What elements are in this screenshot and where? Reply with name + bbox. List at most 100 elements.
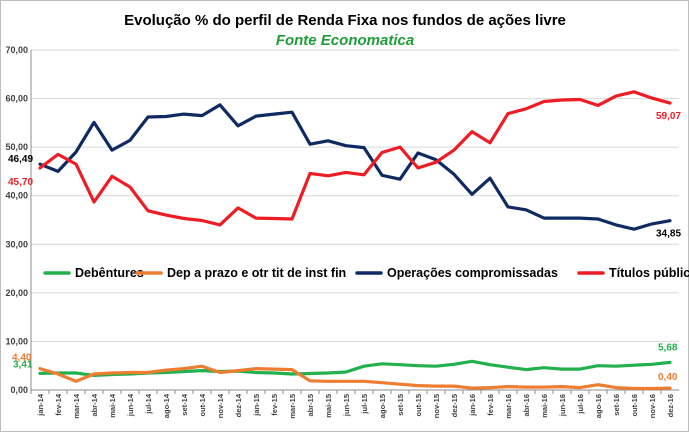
data-point [92, 121, 96, 124]
y-tick-label: 0,00 [10, 385, 28, 395]
series-line-1 [38, 364, 672, 391]
data-point [542, 100, 546, 103]
x-tick-label: ago-16 [594, 394, 603, 418]
data-point [38, 372, 42, 375]
x-tick-label: fev-15 [270, 394, 279, 416]
data-point [290, 217, 294, 221]
data-point [344, 144, 348, 147]
chart-subtitle: Fonte Economatica [276, 32, 414, 49]
data-point [470, 130, 474, 133]
x-tick-label: ago-15 [378, 394, 387, 418]
data-point [434, 384, 438, 388]
y-axis: 0,00 10,00 20,00 30,00 40,00 50,00 60,00 70,00 [5, 45, 28, 395]
data-point [362, 146, 366, 149]
x-tick-label: nov-15 [432, 394, 441, 418]
x-tick-label: fev-14 [54, 393, 63, 416]
legend-entry: Operações compromissadas [387, 266, 558, 280]
data-point [650, 363, 654, 366]
data-point [344, 370, 348, 374]
x-tick-label: jul-14 [144, 393, 153, 414]
data-point [326, 174, 330, 177]
data-point [164, 115, 168, 118]
data-point [362, 365, 366, 368]
data-point [578, 367, 582, 371]
start-value-label: 46,49 [8, 154, 33, 165]
data-point [542, 366, 546, 369]
data-point [200, 369, 204, 372]
legend-entry: Dep a prazo e otr tit de inst fin [167, 266, 346, 280]
data-point [74, 162, 78, 166]
y-tick-label: 30,00 [5, 239, 28, 249]
data-point [452, 363, 456, 366]
data-point [326, 371, 330, 375]
data-point [146, 115, 150, 119]
data-point [362, 173, 366, 177]
y-tick-label: 10,00 [5, 336, 28, 346]
x-tick-label: nov-14 [216, 393, 225, 418]
x-tick-label: set-14 [180, 393, 189, 416]
x-tick-label: dez-16 [666, 394, 675, 417]
data-point [290, 372, 294, 376]
data-point [668, 219, 672, 222]
x-tick-label: jan-16 [468, 394, 477, 417]
data-point [128, 139, 132, 142]
data-point [128, 185, 132, 189]
data-point [452, 384, 456, 388]
y-tick-label: 50,00 [5, 142, 28, 152]
data-point [326, 380, 330, 383]
y-tick-label: 70,00 [5, 45, 28, 55]
x-tick-label: dez-15 [450, 394, 459, 417]
data-point [560, 385, 564, 388]
data-point [236, 206, 240, 210]
data-point [632, 387, 636, 390]
data-point [398, 363, 402, 366]
data-point [218, 103, 222, 107]
data-point [272, 371, 276, 375]
data-point [182, 217, 186, 220]
data-point [254, 367, 258, 370]
data-point [74, 371, 78, 375]
data-point [650, 387, 654, 390]
data-point [308, 172, 312, 175]
data-point [596, 217, 600, 221]
data-point [182, 367, 186, 370]
end-value-label: 0,40 [658, 372, 678, 383]
data-point [524, 368, 528, 371]
data-point [380, 381, 384, 384]
x-tick-label: set-16 [612, 394, 621, 416]
data-point [488, 177, 492, 180]
data-point [218, 371, 222, 374]
series-lines [38, 90, 672, 391]
data-point [668, 101, 672, 105]
data-point [290, 368, 294, 371]
x-tick-label: mar-16 [504, 394, 513, 419]
end-value-label: 34,85 [656, 229, 681, 240]
legend: Debêntures Dep a prazo e otr tit de inst … [43, 266, 689, 280]
x-tick-label: ago-14 [162, 393, 171, 418]
data-point [560, 216, 564, 220]
x-tick-label: abr-14 [90, 393, 99, 416]
data-point [164, 368, 168, 372]
x-tick-label: dez-14 [234, 393, 243, 417]
data-point [128, 371, 132, 374]
data-point [380, 362, 384, 365]
data-point [236, 369, 240, 372]
data-point [146, 371, 150, 374]
data-point [146, 209, 150, 212]
data-point [470, 360, 474, 363]
data-point [380, 174, 384, 177]
x-tick-label: jun-15 [342, 394, 351, 417]
data-point [614, 386, 618, 389]
data-point [38, 166, 42, 170]
x-tick-label: jan-15 [252, 394, 261, 417]
data-point [650, 222, 654, 226]
data-point [578, 98, 582, 101]
x-tick-label: mai-15 [324, 394, 333, 418]
x-tick-label: mar-15 [288, 394, 297, 419]
x-tick-label: out-15 [414, 394, 423, 417]
data-point [56, 170, 60, 173]
data-point [272, 217, 276, 220]
end-value-label: 59,07 [656, 111, 681, 122]
chart-title: Evolução % do perfil de Renda Fixa nos f… [124, 12, 566, 29]
data-point [344, 171, 348, 174]
